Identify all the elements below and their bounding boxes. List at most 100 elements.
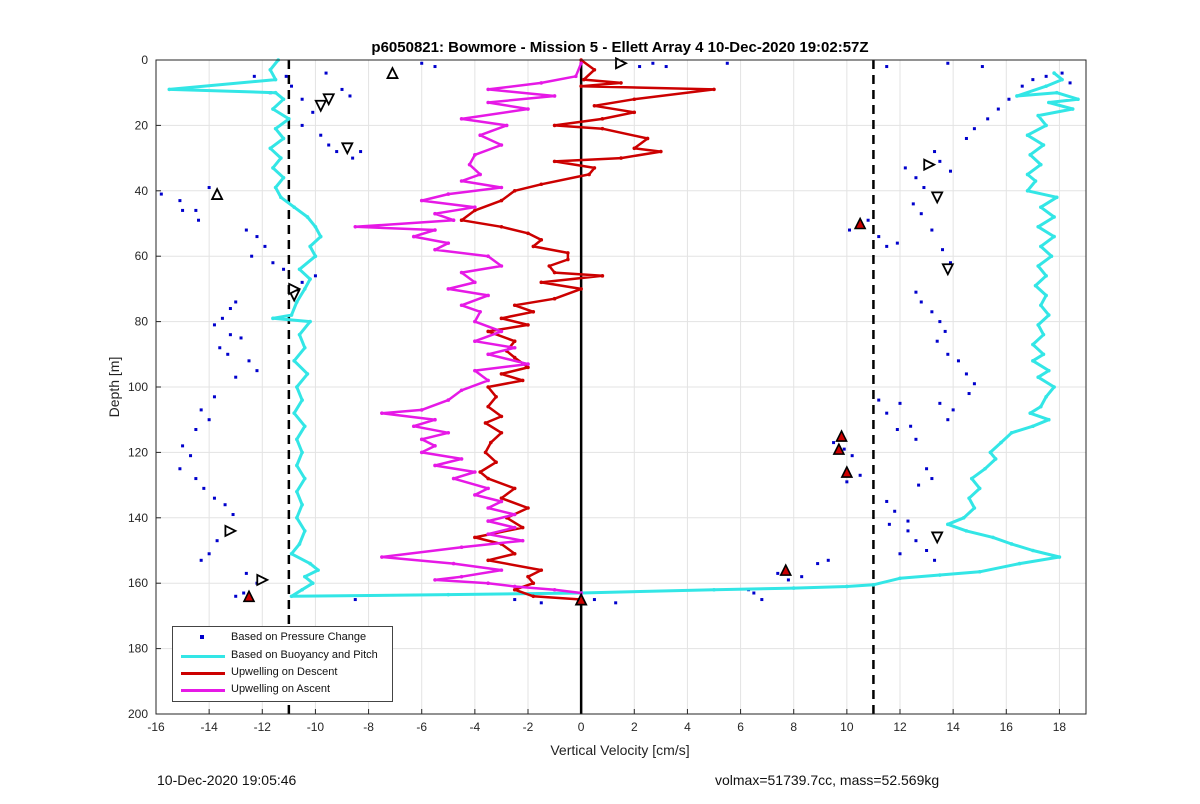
series-point — [289, 551, 294, 556]
pressure-point — [967, 392, 971, 396]
series-point — [526, 323, 530, 327]
series-point — [303, 424, 307, 429]
x-tick-label: -4 — [470, 720, 481, 734]
x-tick-label: -2 — [523, 720, 534, 734]
y-tick-labels: 0 20 40 60 80 100 120 140 160 180 200 — [128, 53, 148, 721]
x-tick-label: 8 — [790, 720, 797, 734]
series-point — [1041, 332, 1046, 337]
y-tick-label: 120 — [128, 445, 148, 459]
series-point — [512, 355, 517, 360]
legend-swatch-buoyancy — [181, 655, 225, 658]
pressure-point — [351, 156, 355, 160]
y-tick-label: 180 — [128, 642, 148, 656]
pressure-point — [933, 558, 937, 562]
series-point — [380, 555, 384, 559]
series-point — [473, 535, 477, 540]
series-point — [1047, 313, 1051, 317]
pressure-point — [930, 310, 934, 314]
pressure-point — [199, 408, 203, 412]
series-point — [632, 146, 637, 151]
series-point — [300, 450, 304, 455]
up-triangle-marker — [210, 187, 224, 200]
series-point — [1009, 542, 1014, 546]
legend-label-descent: Upwelling on Descent — [231, 666, 338, 678]
pressure-point — [887, 522, 891, 526]
series-point — [446, 287, 451, 291]
series-point — [499, 185, 504, 190]
pressure-point — [212, 496, 216, 500]
series-point — [977, 486, 982, 491]
x-tick-label: -10 — [307, 720, 325, 734]
series-point — [499, 372, 504, 376]
grid — [155, 59, 1086, 715]
series-point — [566, 257, 570, 262]
series-point — [459, 388, 464, 393]
pressure-point — [290, 84, 294, 88]
x-tick-label: 2 — [631, 720, 638, 734]
pressure-point — [284, 74, 288, 78]
series-point — [579, 287, 583, 291]
pressure-point — [159, 192, 163, 196]
pressure-point — [178, 199, 182, 203]
series-point — [451, 476, 456, 481]
red-triangle-marker — [840, 465, 854, 478]
legend-item-ascent: Upwelling on Ascent — [173, 682, 392, 698]
pressure-point — [239, 336, 243, 340]
series-point — [1047, 368, 1051, 373]
down-triangle-marker — [314, 99, 328, 113]
series-point — [592, 103, 597, 108]
series-point — [499, 316, 504, 321]
pressure-point — [218, 346, 222, 350]
marker-layer — [210, 56, 955, 606]
pressure-point — [228, 307, 232, 311]
series-point — [946, 522, 950, 527]
series-point — [292, 359, 296, 363]
series-point — [295, 437, 299, 442]
series-point — [552, 94, 557, 98]
series-point — [845, 584, 849, 589]
series-point — [938, 573, 942, 577]
series-point — [600, 274, 605, 278]
y-tick-label: 80 — [135, 315, 149, 329]
pressure-point — [943, 329, 947, 333]
series-point — [419, 198, 424, 203]
pressure-point — [255, 369, 259, 373]
series-point — [287, 117, 291, 121]
series-point — [411, 424, 416, 429]
red-triangle-marker — [853, 216, 867, 230]
series-point — [486, 519, 490, 523]
series-point — [433, 444, 437, 448]
series-point — [295, 385, 299, 389]
pressure-point — [181, 444, 185, 448]
series-point — [300, 587, 304, 592]
series-point — [486, 486, 490, 491]
pressure-point — [951, 408, 955, 412]
pressure-point — [1031, 78, 1035, 82]
series-point — [295, 489, 299, 494]
series-point — [292, 205, 296, 209]
series-point — [592, 166, 597, 170]
pressure-point — [885, 499, 889, 503]
series-point — [1017, 561, 1022, 566]
pressure-point — [324, 71, 328, 75]
pressure-point — [234, 375, 238, 379]
series-point — [961, 516, 966, 520]
pressure-point — [282, 267, 286, 271]
series-point — [1025, 172, 1030, 177]
pressure-point — [420, 61, 424, 65]
series-point — [1025, 133, 1030, 138]
down-triangle-marker — [930, 531, 944, 545]
pressure-point — [925, 467, 929, 471]
x-axis-label: Vertical Velocity [cm/s] — [550, 742, 689, 758]
series-point — [531, 581, 536, 585]
right-triangle-marker — [923, 158, 937, 172]
series-point — [1036, 113, 1040, 118]
series-point — [486, 476, 490, 481]
pressure-point — [816, 562, 820, 566]
x-tick-label: 4 — [684, 720, 691, 734]
pressure-point — [300, 280, 304, 284]
series-point — [552, 587, 557, 592]
series-point — [380, 411, 384, 415]
series-point — [1049, 254, 1054, 258]
pressure-point — [914, 539, 918, 543]
